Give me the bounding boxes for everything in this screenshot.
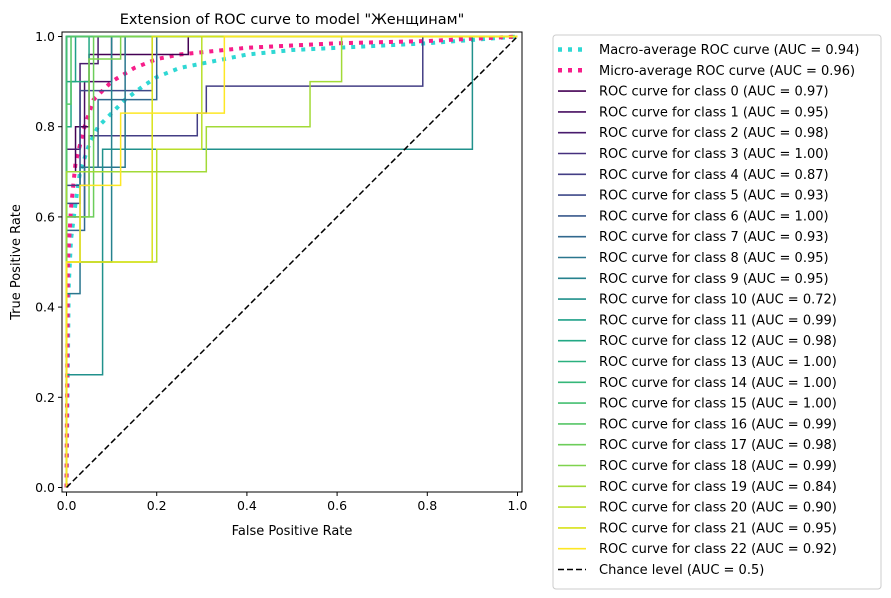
legend-label-11: ROC curve for class 9 (AUC = 0.95) — [599, 272, 829, 287]
plot-frame — [61, 31, 523, 493]
legend-label-9: ROC curve for class 7 (AUC = 0.93) — [599, 230, 829, 245]
y-tick-label-3: 0.6 — [35, 209, 55, 224]
series-layer — [64, 34, 519, 489]
chart-title: Extension of ROC curve to model "Женщина… — [120, 12, 465, 28]
legend-label-12: ROC curve for class 10 (AUC = 0.72) — [599, 293, 837, 308]
x-tick-label-1: 0.2 — [147, 498, 167, 513]
legend-label-8: ROC curve for class 6 (AUC = 1.00) — [599, 209, 829, 224]
legend-label-18: ROC curve for class 16 (AUC = 0.99) — [599, 417, 837, 432]
x-tick-label-5: 1.0 — [508, 498, 528, 513]
y-tick-label-2: 0.4 — [35, 300, 55, 315]
legend-label-13: ROC curve for class 11 (AUC = 0.99) — [599, 313, 837, 328]
legend-entries: Macro-average ROC curve (AUC = 0.94) Micr… — [558, 43, 859, 578]
legend-label-24: ROC curve for class 22 (AUC = 0.92) — [599, 542, 837, 557]
x-tick-label-2: 0.4 — [237, 498, 257, 513]
legend-label-25: Chance level (AUC = 0.5) — [599, 563, 764, 578]
y-tick-label-4: 0.8 — [35, 119, 55, 134]
legend-label-21: ROC curve for class 19 (AUC = 0.84) — [599, 480, 837, 495]
y-axis-label: True Positive Rate — [9, 204, 24, 321]
x-tick-label-3: 0.6 — [327, 498, 347, 513]
x-tick-label-0: 0.0 — [57, 498, 77, 513]
legend-label-19: ROC curve for class 17 (AUC = 0.98) — [599, 438, 837, 453]
y-tick-label-0: 0.0 — [35, 480, 55, 495]
legend-label-15: ROC curve for class 13 (AUC = 1.00) — [599, 355, 837, 370]
y-tick-label-1: 0.2 — [35, 390, 55, 405]
legend: Macro-average ROC curve (AUC = 0.94) Micr… — [552, 34, 882, 590]
x-axis-label: False Positive Rate — [232, 524, 353, 539]
legend-label-1: Micro-average ROC curve (AUC = 0.96) — [599, 64, 855, 79]
legend-label-4: ROC curve for class 2 (AUC = 0.98) — [599, 126, 829, 141]
legend-label-16: ROC curve for class 14 (AUC = 1.00) — [599, 376, 837, 391]
legend-label-5: ROC curve for class 3 (AUC = 1.00) — [599, 147, 829, 162]
series-line-24 — [65, 35, 518, 488]
series-line-21 — [65, 35, 518, 488]
legend-label-23: ROC curve for class 21 (AUC = 0.95) — [599, 521, 837, 536]
legend-label-20: ROC curve for class 18 (AUC = 0.99) — [599, 459, 837, 474]
legend-frame — [552, 34, 882, 590]
series-line-25 — [65, 35, 519, 489]
legend-label-14: ROC curve for class 12 (AUC = 0.98) — [599, 334, 837, 349]
y-tick-label-5: 1.0 — [35, 29, 55, 44]
x-ticks: 0.0 0.2 0.4 0.6 0.8 1.0 — [57, 492, 528, 513]
x-tick-label-4: 0.8 — [417, 498, 437, 513]
legend-label-0: Macro-average ROC curve (AUC = 0.94) — [599, 43, 859, 58]
plot-area: 0.0 0.2 0.4 0.6 0.8 1.0 0.0 0.2 0.4 0.6 0.8 1.0 — [35, 29, 527, 513]
legend-label-22: ROC curve for class 20 (AUC = 0.90) — [599, 501, 837, 516]
legend-label-10: ROC curve for class 8 (AUC = 0.95) — [599, 251, 829, 266]
y-ticks: 0.0 0.2 0.4 0.6 0.8 1.0 — [35, 29, 62, 495]
legend-label-3: ROC curve for class 1 (AUC = 0.95) — [599, 105, 829, 120]
legend-label-7: ROC curve for class 5 (AUC = 0.93) — [599, 189, 829, 204]
legend-label-2: ROC curve for class 0 (AUC = 0.97) — [599, 85, 829, 100]
legend-label-17: ROC curve for class 15 (AUC = 1.00) — [599, 397, 837, 412]
legend-label-6: ROC curve for class 4 (AUC = 0.87) — [599, 168, 829, 183]
